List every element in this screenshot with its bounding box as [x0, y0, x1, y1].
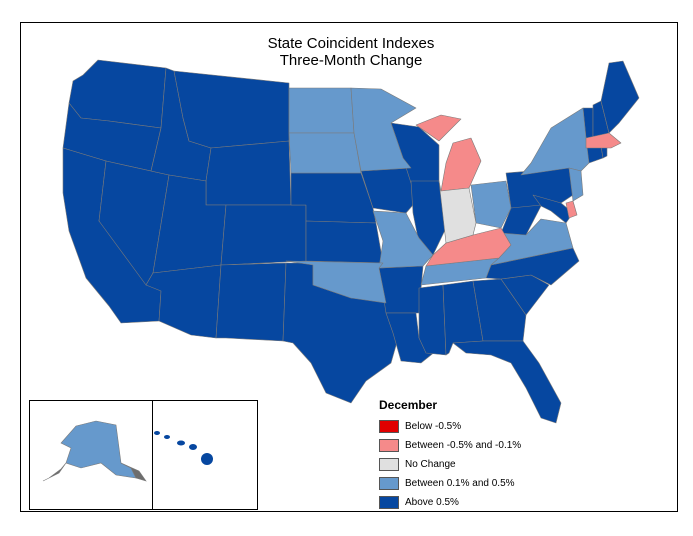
state-montana — [173, 70, 290, 149]
title-line-2: Three-Month Change — [279, 52, 423, 69]
legend-label: Between 0.1% and 0.5% — [405, 478, 515, 489]
alaska-hawaii-inset — [29, 400, 258, 510]
state-alaska — [60, 420, 137, 479]
legend-swatch — [379, 496, 399, 509]
state-arkansas — [378, 265, 424, 314]
hawaii-island-3 — [177, 440, 185, 446]
state-delaware — [565, 200, 578, 219]
state-oklahoma — [285, 260, 387, 304]
state-louisiana — [385, 312, 437, 364]
state-kansas — [305, 220, 384, 264]
state-hawaii — [201, 453, 213, 465]
state-new-york — [520, 107, 590, 176]
state-washington — [68, 59, 167, 129]
legend-item: Between 0.1% and 0.5% — [379, 475, 599, 492]
state-north-dakota — [288, 87, 355, 134]
legend-swatch — [379, 458, 399, 471]
state-indiana — [438, 180, 477, 244]
alaska-panhandle — [120, 462, 147, 482]
map-title: State Coincident Indexes Three-Month Cha… — [201, 35, 501, 69]
state-mississippi — [418, 284, 447, 356]
hawaii-island-1 — [154, 431, 160, 435]
state-wyoming — [205, 140, 292, 206]
state-massachusetts — [585, 132, 622, 149]
legend-swatch — [379, 420, 399, 433]
state-florida — [452, 340, 562, 424]
legend-item: No Change — [379, 456, 599, 473]
legend-swatch — [379, 477, 399, 490]
legend-title: December — [379, 398, 438, 412]
legend-item: Above 0.5% — [379, 494, 599, 511]
hawaii-island-2 — [164, 435, 170, 439]
legend-label: Between -0.5% and -0.1% — [405, 440, 522, 451]
legend: December Below -0.5% Between -0.5% and -… — [379, 398, 599, 513]
legend-item: Below -0.5% — [379, 418, 599, 435]
legend-label: Below -0.5% — [405, 421, 462, 432]
state-maine — [600, 60, 640, 134]
state-new-mexico — [215, 262, 287, 342]
state-minnesota — [350, 87, 417, 172]
hawaii-island-4 — [189, 444, 197, 450]
map-frame: State Coincident Indexes Three-Month Cha… — [20, 22, 678, 512]
us-map — [42, 59, 640, 482]
legend-label: Above 0.5% — [405, 497, 459, 508]
state-ohio — [470, 180, 512, 229]
state-new-jersey — [568, 167, 584, 202]
state-missouri — [372, 210, 434, 269]
state-colorado — [220, 204, 307, 266]
title-line-1: State Coincident Indexes — [267, 35, 435, 52]
inset-divider — [152, 401, 153, 509]
state-south-dakota — [288, 132, 362, 174]
state-georgia — [472, 278, 527, 342]
state-north-carolina — [485, 247, 580, 286]
alaska-aleutians — [42, 462, 67, 482]
legend-swatch — [379, 439, 399, 452]
legend-label: No Change — [405, 459, 456, 470]
legend-item: Between -0.5% and -0.1% — [379, 437, 599, 454]
